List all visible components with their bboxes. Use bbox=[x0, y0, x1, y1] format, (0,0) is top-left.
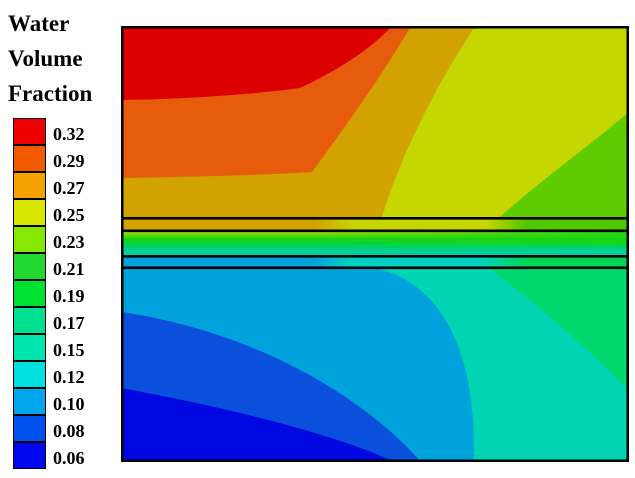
legend-swatch bbox=[13, 118, 46, 145]
region-dark-blue-core bbox=[121, 388, 394, 462]
legend-value: 0.15 bbox=[53, 339, 85, 360]
legend-swatch bbox=[13, 334, 46, 361]
wall-line-3 bbox=[121, 255, 629, 258]
legend-value: 0.29 bbox=[53, 150, 85, 171]
legend-entry: 0.10 bbox=[13, 388, 85, 415]
legend-swatch bbox=[13, 307, 46, 334]
legend-entry: 0.32 bbox=[13, 118, 85, 145]
legend-swatch bbox=[13, 388, 46, 415]
legend-entry: 0.15 bbox=[13, 334, 85, 361]
region-red-core bbox=[121, 26, 392, 100]
legend-value: 0.06 bbox=[53, 447, 85, 468]
legend-title-line: Volume bbox=[8, 46, 83, 71]
legend-entry: 0.08 bbox=[13, 415, 85, 442]
contour-plot bbox=[121, 26, 629, 462]
legend-swatch bbox=[13, 226, 46, 253]
legend-entry: 0.25 bbox=[13, 199, 85, 226]
strip-bottom bbox=[121, 255, 629, 269]
legend-entry: 0.29 bbox=[13, 145, 85, 172]
legend-title-line: Water bbox=[8, 11, 70, 36]
legend-value: 0.17 bbox=[53, 312, 85, 333]
legend-value: 0.19 bbox=[53, 285, 85, 306]
legend-swatch bbox=[13, 172, 46, 199]
legend-swatch bbox=[13, 199, 46, 226]
wall-line-4 bbox=[121, 266, 629, 270]
legend-entry: 0.21 bbox=[13, 253, 85, 280]
legend-entry: 0.06 bbox=[13, 442, 85, 469]
channel-right-overlay bbox=[301, 232, 629, 245]
legend-swatch bbox=[13, 361, 46, 388]
legend-value: 0.21 bbox=[53, 258, 85, 279]
legend-entry: 0.12 bbox=[13, 361, 85, 388]
legend-swatch bbox=[13, 280, 46, 307]
legend-swatch bbox=[13, 253, 46, 280]
legend-entry: 0.27 bbox=[13, 172, 85, 199]
legend-value: 0.08 bbox=[53, 420, 85, 441]
legend-value: 0.12 bbox=[53, 366, 85, 387]
legend-swatch bbox=[13, 442, 46, 469]
legend-value: 0.10 bbox=[53, 393, 85, 414]
legend-value: 0.25 bbox=[53, 204, 85, 225]
strip-top bbox=[121, 217, 629, 232]
legend-value: 0.23 bbox=[53, 231, 85, 252]
wall-line-2 bbox=[121, 229, 629, 233]
region-spring-green-right bbox=[490, 269, 629, 390]
region-green-right-top bbox=[500, 112, 629, 217]
legend-swatch bbox=[13, 145, 46, 172]
legend-title-line: Fraction bbox=[8, 81, 93, 106]
legend-swatch bbox=[13, 415, 46, 442]
legend-entry: 0.19 bbox=[13, 280, 85, 307]
colorbar-legend: 0.32 0.29 0.27 0.25 0.23 0.21 0.19 0.17 … bbox=[13, 118, 85, 469]
legend-entry: 0.17 bbox=[13, 307, 85, 334]
legend-title: Water Volume Fraction bbox=[8, 6, 92, 111]
legend-value: 0.32 bbox=[53, 123, 85, 144]
wall-line-1 bbox=[121, 217, 629, 220]
legend-value: 0.27 bbox=[53, 177, 85, 198]
legend-entry: 0.23 bbox=[13, 226, 85, 253]
contour-canvas bbox=[121, 26, 629, 462]
